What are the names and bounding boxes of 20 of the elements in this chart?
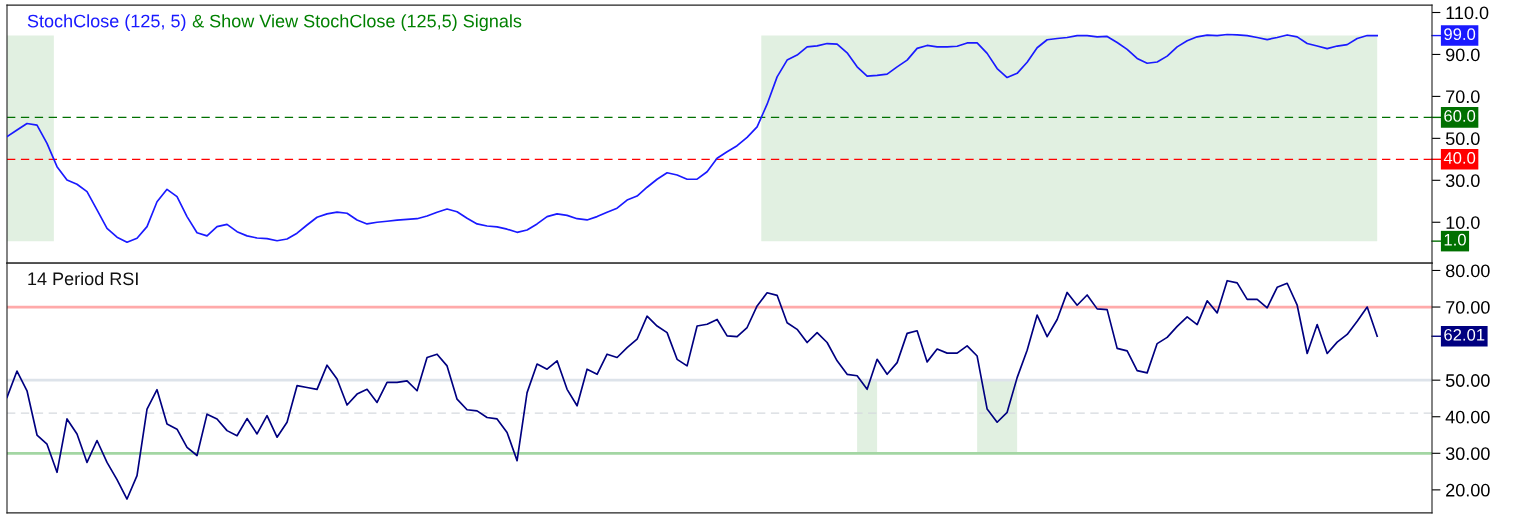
y-tick-label: 110.0 [1446, 6, 1489, 20]
y-tick-label: 30.00 [1445, 447, 1490, 461]
text: 1.0 [1444, 233, 1466, 246]
ref-line-label: 40.0 [1443, 152, 1476, 164]
y-tick-label: 50.0 [1445, 132, 1480, 146]
y-tick-label: 70.0 [1446, 90, 1480, 104]
y-tick-label: 10.0 [1446, 216, 1480, 229]
y-tick-label: 80.00 [1445, 264, 1490, 278]
text: 62.01 [1444, 328, 1485, 341]
chart-subtitle: & Show View StochClose (125,5) Signals [192, 14, 522, 32]
ref-line-label: 60.0 [1444, 110, 1476, 122]
y-tick-label: 20.00 [1446, 483, 1490, 497]
chart-title: StochClose (125, 5) [27, 14, 186, 32]
y-tick-label: 50.00 [1445, 374, 1490, 387]
y-tick-label: 70.00 [1446, 300, 1490, 314]
y-tick-label: 90.0 [1446, 48, 1480, 62]
y-tick-label: 40.00 [1445, 410, 1490, 424]
y-tick-label: 30.0 [1445, 174, 1480, 188]
chart-title: 14 Period RSI [28, 271, 138, 286]
text: 99.0 [1444, 28, 1476, 41]
